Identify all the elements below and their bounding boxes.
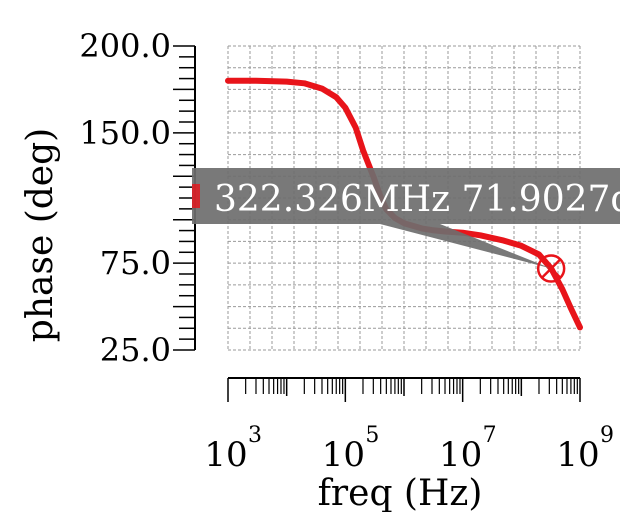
x-tick-label-exponent: 3 — [248, 423, 262, 448]
x-tick-label-base: 10 — [322, 435, 365, 475]
marker-circle-x-icon — [536, 254, 566, 283]
marker-label-text: 322.326MHz 71.9027d — [214, 179, 620, 220]
x-axis-label: freq (Hz) — [318, 473, 483, 512]
marker-label-handle — [192, 184, 200, 208]
y-tick-label: 200.0 — [79, 27, 171, 65]
x-tick-label-exponent: 7 — [483, 423, 497, 448]
x-tick-label-base: 10 — [439, 435, 482, 475]
y-tick-label: 75.0 — [100, 244, 171, 282]
marker-leader — [380, 224, 552, 269]
y-axis-label: phase (deg) — [20, 128, 61, 342]
marker-cross-line — [541, 258, 562, 279]
x-tick-label-exponent: 5 — [365, 423, 379, 448]
y-tick-label: 25.0 — [100, 331, 171, 369]
x-tick-label-base: 10 — [204, 435, 247, 475]
x-tick-label-exponent: 9 — [600, 423, 614, 448]
marker-label-background — [192, 168, 620, 224]
x-tick-label-base: 10 — [556, 435, 599, 475]
x-axis: 10 3 10 5 10 7 10 9 — [204, 377, 614, 475]
y-axis: 200.0 150.0 75.0 25.0 — [79, 27, 196, 369]
marker-group: 322.326MHz 71.9027d — [192, 168, 620, 283]
y-tick-label: 150.0 — [79, 114, 171, 152]
